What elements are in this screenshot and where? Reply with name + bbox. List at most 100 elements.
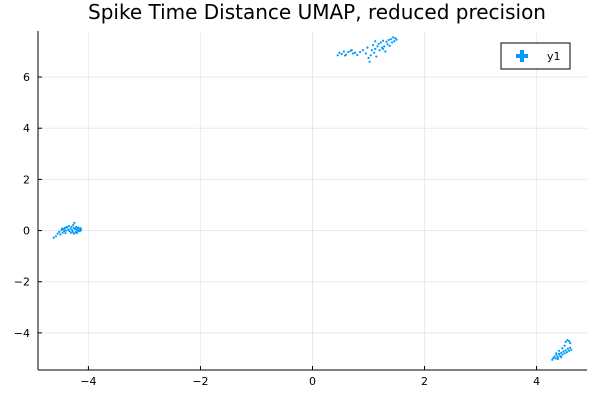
data-point	[570, 348, 573, 351]
data-point	[563, 352, 566, 355]
data-point	[386, 43, 389, 46]
data-point	[556, 357, 559, 361]
data-point	[384, 50, 387, 53]
data-point	[379, 41, 382, 44]
series-y1-points	[52, 36, 573, 361]
data-point	[60, 227, 64, 230]
data-point	[71, 228, 74, 232]
data-point	[567, 349, 571, 352]
data-point	[353, 51, 357, 54]
x-tick-label: 0	[309, 375, 316, 388]
data-point	[56, 232, 59, 235]
data-point	[77, 226, 80, 229]
legend-marker	[516, 50, 528, 62]
y-tick-label: 0	[23, 225, 30, 238]
data-point	[370, 49, 373, 52]
data-point	[343, 54, 347, 57]
data-point	[58, 230, 61, 233]
data-point	[567, 339, 571, 343]
y-tick-label: 4	[23, 122, 30, 135]
data-point	[340, 52, 343, 56]
data-point	[73, 227, 77, 231]
x-tick-label: 2	[421, 375, 428, 388]
data-point	[569, 342, 572, 345]
y-tick-label: −2	[14, 276, 30, 289]
data-point	[552, 356, 555, 360]
data-point	[561, 353, 564, 356]
data-point	[385, 40, 388, 43]
data-point	[366, 46, 369, 49]
y-tick-label: 2	[23, 173, 30, 186]
data-point	[65, 225, 68, 229]
data-point	[377, 42, 380, 45]
x-tick-labels: −4 −2 0 2 4	[80, 366, 540, 388]
data-point	[75, 232, 78, 235]
data-point	[566, 347, 570, 350]
data-point	[393, 40, 396, 43]
data-point	[74, 225, 78, 229]
data-point	[368, 60, 371, 63]
data-point	[371, 43, 375, 47]
data-point	[374, 47, 377, 51]
data-point	[390, 41, 394, 44]
data-point	[351, 52, 354, 55]
data-point	[555, 352, 558, 355]
data-point	[395, 38, 398, 41]
data-point	[392, 36, 395, 39]
y-tick-labels: −4 −2 0 2 4 6	[14, 71, 42, 340]
data-point	[563, 344, 566, 347]
x-tick-label: 4	[533, 375, 540, 388]
data-point	[63, 229, 66, 233]
data-point	[61, 231, 64, 234]
data-point	[381, 39, 385, 42]
data-point	[64, 232, 67, 235]
data-point	[71, 230, 74, 233]
data-point	[72, 232, 75, 235]
data-point	[359, 50, 362, 54]
legend: y1	[500, 42, 571, 70]
data-point	[387, 38, 390, 42]
legend-label-y1: y1	[547, 50, 561, 63]
data-point	[59, 233, 62, 236]
data-point	[555, 354, 558, 357]
data-point	[564, 340, 567, 343]
data-point	[560, 356, 563, 359]
data-point	[367, 56, 370, 59]
data-point	[381, 47, 385, 51]
data-point	[73, 221, 76, 224]
data-point	[564, 349, 567, 352]
x-tick-label: −2	[192, 375, 208, 388]
data-point	[347, 50, 350, 54]
data-point	[388, 44, 391, 47]
data-point	[562, 350, 565, 353]
data-point	[557, 349, 561, 352]
data-point	[70, 225, 73, 228]
data-point	[566, 338, 569, 342]
y-tick-label: −4	[14, 327, 30, 340]
data-point	[67, 224, 70, 228]
data-point	[336, 54, 339, 57]
data-point	[361, 49, 365, 52]
data-point	[376, 45, 379, 48]
data-point	[338, 51, 341, 54]
grid	[38, 31, 587, 370]
chart-title: Spike Time Distance UMAP, reduced precis…	[88, 0, 546, 24]
data-point	[551, 358, 554, 361]
data-point	[373, 51, 376, 54]
data-point	[72, 223, 75, 227]
data-point	[394, 37, 397, 40]
data-point	[561, 347, 564, 350]
data-point	[383, 45, 386, 48]
data-point	[364, 52, 367, 55]
data-point	[356, 53, 359, 57]
x-tick-label: −4	[80, 375, 96, 388]
data-point	[375, 55, 378, 58]
data-point	[69, 231, 73, 234]
data-point	[569, 346, 572, 349]
data-point	[69, 227, 72, 230]
legend-box	[500, 42, 571, 70]
data-point	[553, 355, 556, 358]
data-point	[80, 228, 83, 231]
data-point	[556, 356, 559, 359]
